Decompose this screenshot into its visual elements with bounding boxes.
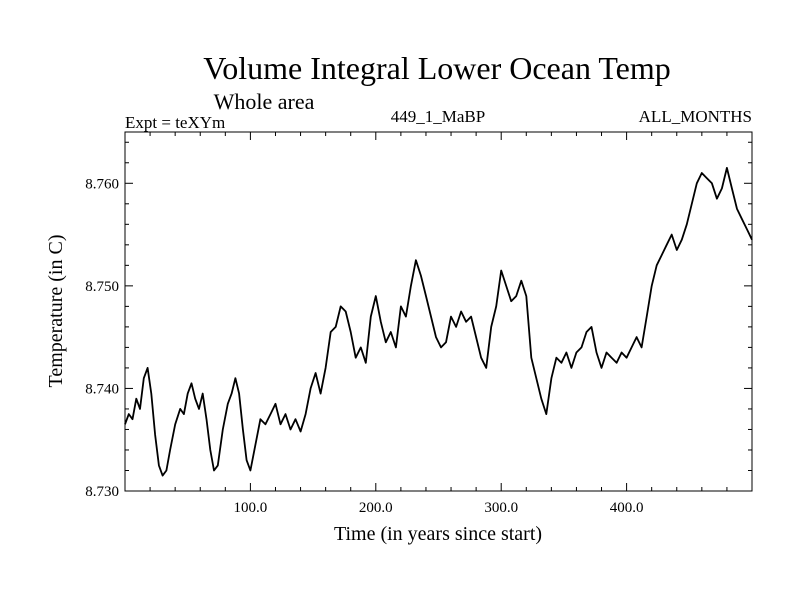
months-label: ALL_MONTHS bbox=[639, 107, 752, 126]
run-label: 449_1_MaBP bbox=[391, 107, 485, 126]
series-layer bbox=[124, 166, 753, 477]
y-axis: 8.730 8.740 8.750 8.760 bbox=[85, 141, 752, 500]
plot-frame bbox=[124, 131, 753, 492]
y-tick-label: 8.750 bbox=[85, 279, 119, 295]
x-axis: 100.0 200.0 300.0 400.0 bbox=[149, 132, 728, 516]
x-tick-label: 400.0 bbox=[610, 500, 644, 516]
x-tick-label: 100.0 bbox=[234, 500, 268, 516]
x-tick-label: 300.0 bbox=[484, 500, 518, 516]
y-tick-label: 8.760 bbox=[85, 176, 119, 192]
experiment-label: Expt = teXYm bbox=[125, 113, 225, 132]
y-tick-label: 8.740 bbox=[85, 381, 119, 397]
series-line-0 bbox=[124, 166, 753, 477]
chart-subtitle: Whole area bbox=[214, 89, 315, 114]
y-axis-label: Temperature (in C) bbox=[45, 235, 67, 388]
x-axis-label: Time (in years since start) bbox=[334, 523, 542, 545]
chart-title: Volume Integral Lower Ocean Temp bbox=[203, 50, 671, 86]
y-tick-label: 8.730 bbox=[85, 484, 119, 500]
x-tick-label: 200.0 bbox=[359, 500, 393, 516]
